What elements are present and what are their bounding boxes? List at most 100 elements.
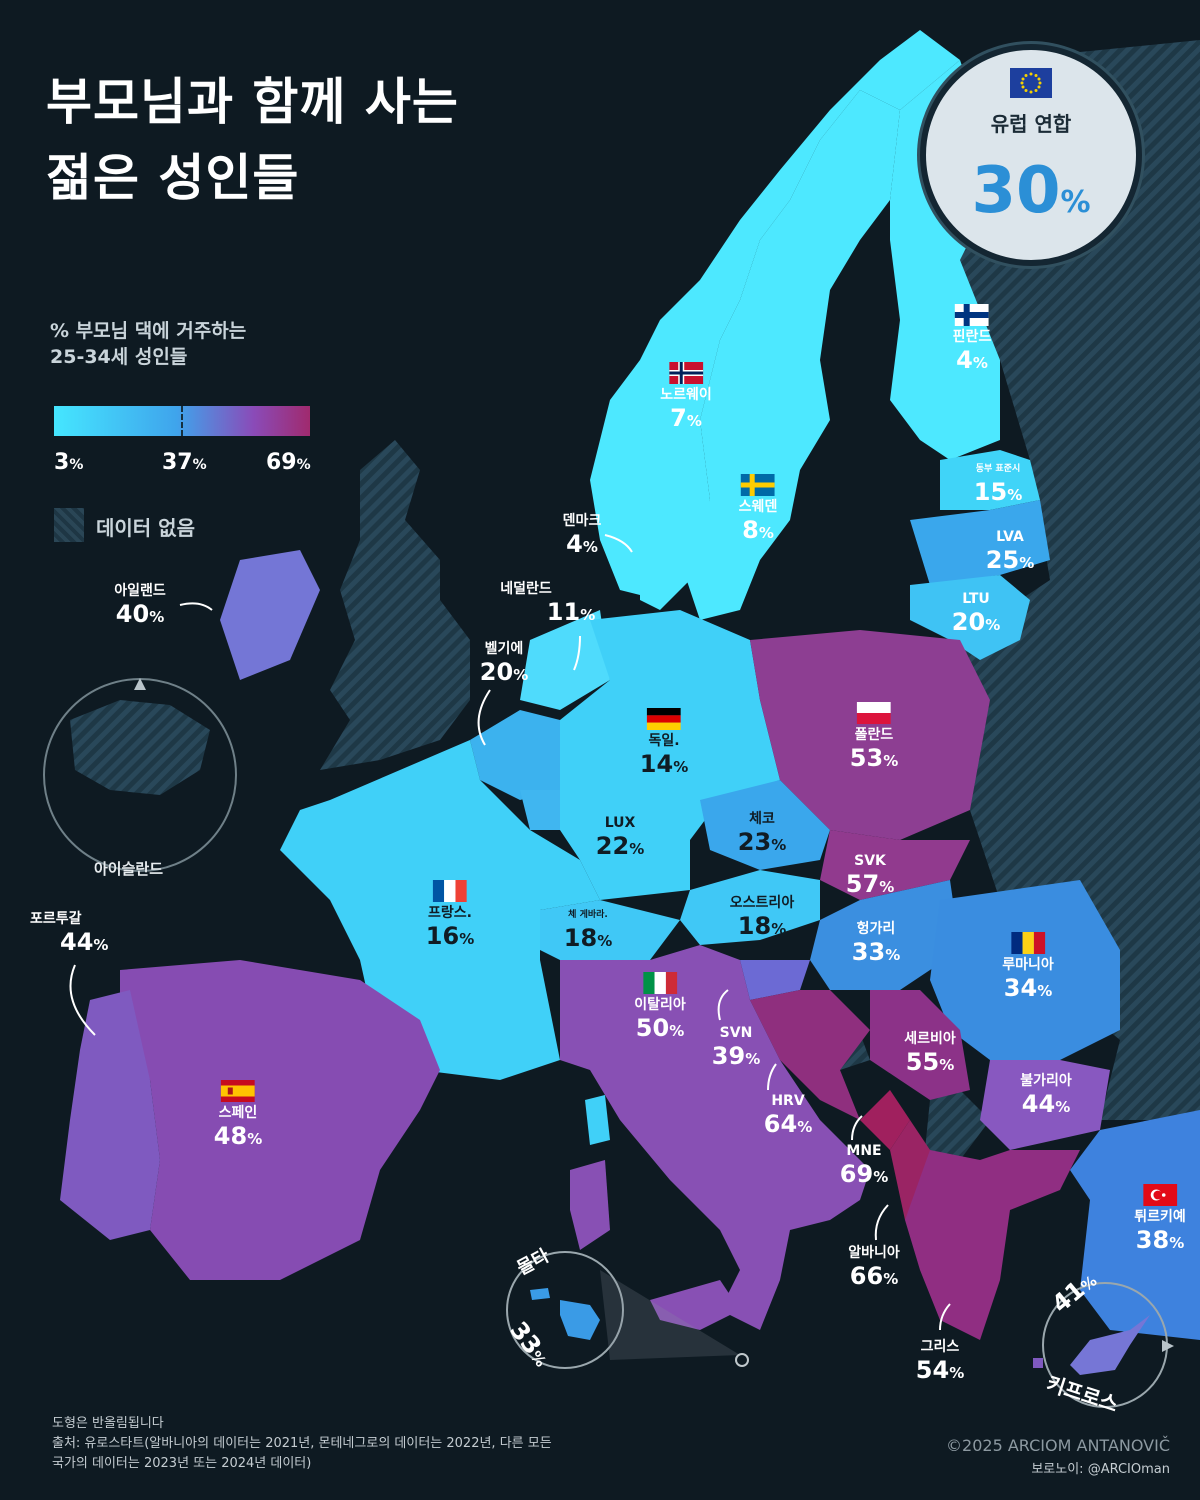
label-germany: 독일. 14%	[640, 708, 688, 781]
france-flag-icon	[433, 880, 467, 902]
label-portugal: 포르투갈 44%	[30, 911, 109, 956]
legend-max: 69%	[266, 450, 311, 475]
copyright: ©2025 ARCIOM ANTANOVIČ	[946, 1436, 1170, 1455]
uk-nodata	[320, 440, 470, 770]
label-france: 프랑스. 16%	[426, 880, 474, 953]
label-italy: 이탈리아 50%	[634, 972, 686, 1045]
sardinia-shape	[570, 1160, 610, 1250]
credit: 보로노이: @ARCIOman	[1031, 1462, 1170, 1477]
czech-shape	[700, 780, 830, 870]
netherlands-arrow	[573, 635, 581, 671]
label-ireland: 아일랜드 40%	[114, 583, 166, 628]
kosovo-nodata	[925, 1090, 990, 1160]
label-albania: 알바니아 66%	[848, 1245, 900, 1290]
corsica-shape	[585, 1095, 610, 1145]
label-montenegro: MNE 69%	[839, 1143, 889, 1188]
label-spain: 스페인 48%	[214, 1080, 262, 1153]
label-czech: 체코 23%	[737, 811, 787, 856]
legend-mid-marker	[181, 406, 183, 436]
poland-shape	[750, 630, 990, 840]
luxembourg-shape	[520, 790, 570, 830]
label-greece: 그리스 54%	[915, 1339, 965, 1384]
iceland-nodata	[70, 700, 210, 795]
legend-label-line-2: 25-34세 성인들	[50, 346, 188, 368]
footer-line-3: 국가의 데이터는 2023년 또는 2024년 데이터)	[52, 1456, 312, 1471]
label-iceland: 아이슬란드	[94, 860, 164, 878]
label-serbia: 세르비아 55%	[904, 1031, 956, 1076]
sweden-flag-icon	[740, 474, 775, 496]
legend-mid: 37%	[162, 450, 207, 475]
greece-arrow	[939, 1303, 951, 1331]
spain-shape	[120, 960, 440, 1280]
montenegro-shape	[860, 1090, 910, 1150]
netherlands-shape	[520, 610, 610, 710]
portugal-shape	[60, 990, 160, 1240]
label-sweden: 스웨덴 8%	[739, 474, 777, 547]
title-line-2: 젊은 성인들	[46, 149, 300, 207]
norway-flag-icon	[669, 362, 703, 384]
sweden-shape	[680, 90, 900, 620]
malta-inset-cone	[600, 1270, 740, 1360]
legend-nodata-label: 데이터 없음	[96, 516, 195, 540]
legend-nodata-swatch	[54, 508, 84, 542]
label-romania: 루마니아 34%	[1002, 932, 1054, 1005]
lithuania-shape	[910, 575, 1030, 660]
label-turkey: 튀르키예 38%	[1134, 1184, 1186, 1257]
greece-shape	[905, 1150, 1080, 1340]
label-hungary: 헝가리 33%	[851, 921, 901, 966]
cyprus-locator	[1033, 1358, 1043, 1368]
label-belgium: 벨기에 20%	[479, 641, 529, 686]
poland-flag-icon	[857, 702, 891, 724]
page-title: 부모님과 함께 사는 젊은 성인들	[46, 64, 459, 216]
austria-shape	[680, 870, 820, 945]
label-finland: 핀란드 4%	[953, 304, 991, 377]
albania-arrow	[874, 1204, 889, 1241]
label-norway: 노르웨이 7%	[660, 362, 712, 435]
latvia-shape	[910, 500, 1050, 585]
portugal-arrow	[69, 964, 96, 1036]
label-luxembourg: LUX 22%	[595, 815, 645, 860]
eu-badge: 유럽 연합 30%	[920, 44, 1142, 266]
croatia-arrow	[767, 1063, 777, 1091]
italy-shape	[560, 945, 870, 1330]
label-switzerland: 체 게바라. 18%	[563, 910, 613, 952]
italy-flag-icon	[643, 972, 677, 994]
montenegro-arrow	[851, 1115, 863, 1141]
footer-line-2: 출처: 유로스타트(알바니아의 데이터는 2021년, 몬테네그로의 데이터는 …	[52, 1436, 552, 1451]
label-denmark: 덴마크 4%	[562, 513, 602, 558]
norway-shape	[590, 30, 960, 600]
label-netherlands: 네덜란드 11%	[500, 581, 596, 626]
ireland-shape	[220, 550, 320, 680]
label-bulgaria: 불가리아 44%	[1020, 1073, 1072, 1118]
cyprus-shape	[1070, 1315, 1150, 1375]
finland-flag-icon	[954, 304, 989, 326]
ireland-arrow	[179, 602, 213, 611]
croatia-shape	[750, 990, 870, 1120]
belgium-shape	[470, 710, 560, 800]
footer-line-1: 도형은 반올림됩니다	[52, 1416, 164, 1431]
title-line-1: 부모님과 함께 사는	[46, 73, 459, 131]
romania-flag-icon	[1011, 932, 1045, 954]
turkey-flag-icon	[1143, 1184, 1177, 1206]
slovakia-shape	[820, 830, 970, 900]
france-shape	[280, 740, 600, 1080]
malta-inset-ring	[506, 1251, 624, 1369]
sicily-shape	[650, 1280, 740, 1330]
footer-notes: 도형은 반올림됩니다 출처: 유로스타트(알바니아의 데이터는 2021년, 몬…	[52, 1414, 552, 1474]
label-slovakia: SVK 57%	[845, 853, 895, 898]
switzerland-shape	[540, 900, 680, 970]
malta-locator-dot	[735, 1353, 749, 1367]
label-latvia: LVA 25%	[985, 529, 1035, 574]
legend-min: 3%	[54, 450, 84, 475]
estonia-shape	[940, 450, 1040, 510]
germany-shape	[560, 610, 780, 900]
hungary-shape	[810, 880, 960, 990]
slovenia-arrow	[717, 989, 729, 1021]
eu-flag-icon	[1010, 68, 1052, 98]
label-slovenia: SVN 39%	[711, 1025, 761, 1070]
label-croatia: HRV 64%	[763, 1093, 813, 1138]
denmark-shape	[640, 510, 690, 610]
belgium-arrow	[477, 689, 491, 746]
germany-flag-icon	[647, 708, 681, 730]
